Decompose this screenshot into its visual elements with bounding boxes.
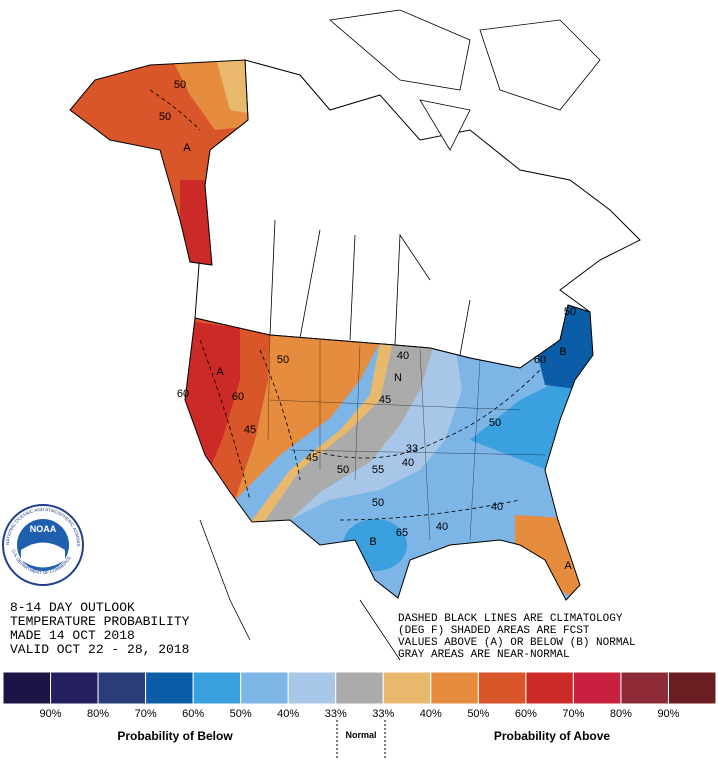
- legend-label: 50%: [230, 708, 252, 720]
- legend-label: 70%: [562, 708, 584, 720]
- map-label: 60: [232, 391, 244, 403]
- header-line: 8-14 DAY OUTLOOK: [10, 600, 135, 615]
- legend-label: 40%: [277, 708, 299, 720]
- map-label: 50: [337, 464, 349, 476]
- header-line: TEMPERATURE PROBABILITY: [10, 614, 190, 629]
- legend-label: 40%: [420, 708, 442, 720]
- map-label: 45: [244, 424, 256, 436]
- conus-outline: [184, 304, 594, 601]
- legend-swatch: [240, 671, 289, 705]
- legend-swatch: [620, 671, 669, 705]
- mexico-coast: [199, 519, 401, 661]
- map-label: 50: [564, 306, 576, 318]
- legend-label: 60%: [515, 708, 537, 720]
- legend-swatch: [145, 671, 194, 705]
- map-label: 50: [159, 111, 171, 123]
- normal-dividers: [336, 720, 386, 760]
- map-label: 45: [379, 394, 391, 406]
- map-label: 40: [402, 457, 414, 469]
- legend-label: 70%: [135, 708, 157, 720]
- map-label: A: [564, 560, 572, 572]
- legend-below: Probability of Below: [117, 729, 233, 743]
- arctic-islands: [329, 9, 601, 151]
- map-label: 50: [372, 497, 384, 509]
- map-label: A: [183, 142, 191, 154]
- header-line: VALID OCT 22 - 28, 2018: [10, 642, 189, 657]
- legend-swatch: [477, 671, 527, 705]
- map-label: 55: [372, 464, 384, 476]
- map-label: 50: [174, 79, 186, 91]
- map-label: A: [216, 366, 224, 378]
- map-label: B: [559, 346, 566, 358]
- map-label: 60: [534, 354, 546, 366]
- map-label: N: [394, 372, 402, 384]
- map-label: 50: [277, 354, 289, 366]
- legend-swatch: [97, 671, 147, 705]
- legend-swatch: [335, 671, 384, 705]
- note-line: (DEG F) SHADED AREAS ARE FCST: [398, 625, 590, 637]
- legend-normal: Normal: [345, 730, 376, 740]
- legend-swatch: [2, 671, 52, 705]
- notes: DASHED BLACK LINES ARE CLIMATOLOGY (DEG …: [398, 613, 636, 661]
- map-label: 40: [491, 501, 503, 513]
- map-label: 40: [436, 521, 448, 533]
- map-label: 40: [397, 350, 409, 362]
- legend-above: Probability of Above: [494, 729, 611, 743]
- legend-label: 60%: [182, 708, 204, 720]
- map-label: 60: [177, 388, 189, 400]
- logo-text: NOAA: [30, 524, 57, 534]
- alaska-outline: [69, 59, 249, 266]
- legend-swatch: [667, 671, 717, 705]
- header-line: MADE 14 OCT 2018: [10, 628, 135, 643]
- legend-swatch: [430, 671, 479, 705]
- note-line: DASHED BLACK LINES ARE CLIMATOLOGY: [398, 613, 623, 625]
- legend-label: 90%: [40, 708, 62, 720]
- legend-swatch: [192, 671, 242, 705]
- legend-swatch: [525, 671, 574, 705]
- legend-label: 50%: [467, 708, 489, 720]
- map-label: 65: [396, 527, 408, 539]
- state-lines: [267, 334, 546, 541]
- legend-label: 90%: [657, 708, 679, 720]
- note-line: VALUES ABOVE (A) OR BELOW (B) NORMAL: [398, 637, 636, 649]
- province-lines: [269, 219, 471, 356]
- legend-swatch: [382, 671, 432, 705]
- legend-label: 80%: [610, 708, 632, 720]
- map-label: 45: [306, 452, 318, 464]
- legend-label: 33%: [325, 708, 347, 720]
- map-label: 33: [406, 443, 418, 455]
- legend-label: 80%: [87, 708, 109, 720]
- header: 8-14 DAY OUTLOOK TEMPERATURE PROBABILITY…: [10, 600, 190, 657]
- map-label: 50: [489, 417, 501, 429]
- legend-swatch: [287, 671, 337, 705]
- note-line: GRAY AREAS ARE NEAR-NORMAL: [398, 649, 570, 661]
- map-label: B: [369, 536, 376, 548]
- logo-gull: [21, 542, 65, 568]
- legend-label: 33%: [372, 708, 394, 720]
- legend-swatch: [572, 671, 622, 705]
- climatology-lines: [149, 89, 541, 521]
- legend-swatch: [50, 671, 99, 705]
